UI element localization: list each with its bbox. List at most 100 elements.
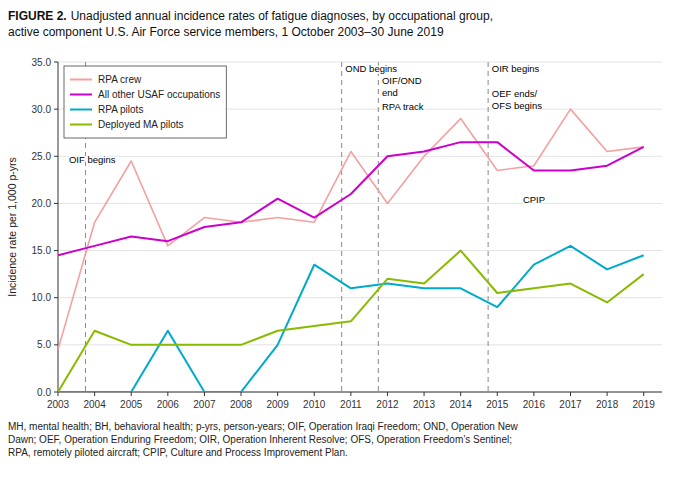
legend-swatch [70,79,92,81]
x-tick [277,392,278,396]
x-tick-label: 2012 [376,399,399,410]
grid-line [58,62,662,63]
annotation-line: end [382,87,398,98]
x-tick [94,392,95,396]
title: FIGURE 2. [8,9,67,23]
y-tick [54,392,58,393]
series-line [58,142,644,255]
y-tick [54,344,58,345]
annotation: OIF/ONDend [382,75,422,98]
x-tick-label: 2011 [340,399,362,410]
x-tick-label: 2016 [523,399,546,410]
y-tick-label: 10.0 [32,292,52,303]
x-tick-label: 2015 [486,399,509,410]
x-tick-label: 2005 [120,399,143,410]
event-line [341,62,342,392]
legend-swatch [70,109,92,111]
series-line [58,109,644,349]
y-tick-label: 35.0 [32,57,52,68]
annotation: OND begins [345,63,397,74]
x-tick-label: 2008 [230,399,253,410]
footnote-line: RPA, remotely piloted aircraft; CPIP, Cu… [8,447,348,458]
legend-swatch [70,124,92,126]
y-tick [54,156,58,157]
y-axis-label: Incidence rate per 1,000 p-yrs [6,157,18,297]
x-tick [241,392,242,396]
plot-area [58,62,644,392]
y-axis-line [58,62,59,392]
y-tick [54,62,58,63]
y-tick-label: 5.0 [37,339,51,350]
subtitle-line: Unadjusted annual incidence rates of fat… [71,9,493,23]
annotation: OIR begins [492,63,540,74]
grid-line [58,156,662,157]
y-tick-label: 25.0 [32,151,52,162]
x-tick-label: 2006 [157,399,180,410]
series-line [58,251,644,392]
series-line [58,246,644,392]
footnote-line: MH, mental health; BH, behavioral health… [8,421,518,432]
x-tick [460,392,461,396]
subtitle: Unadjusted annual incidence rates of fat… [8,9,493,39]
footnote: MH, mental health; BH, behavioral health… [8,421,518,458]
y-tick-label: 20.0 [32,198,52,209]
legend: RPA crew All other USAF occupations RPA pi… [64,66,226,138]
axes: 2003 2004 2005 2006 2007 2008 2009 2010 2011 2012… [6,57,662,411]
x-tick [131,392,132,396]
x-tick-label: 2009 [267,399,290,410]
y-tick [54,109,58,110]
grid-line [58,392,662,393]
x-tick-label: 2013 [413,399,436,410]
footnote-line: Dawn; OEF, Operation Enduring Freedom; O… [8,434,512,445]
x-tick [533,392,534,396]
subtitle-line: active component U.S. Air Force service … [8,25,444,39]
x-tick [570,392,571,396]
x-tick [350,392,351,396]
y-tick-label: 30.0 [32,104,52,115]
annotation-line: OFS begins [492,100,542,111]
x-tick-label: 2007 [193,399,216,410]
grid-line [58,297,662,298]
grid [58,62,662,392]
x-tick-label: 2014 [450,399,473,410]
legend-label: RPA crew [98,74,142,85]
annotation-line: CPIP [523,194,545,205]
annotation-line: OEF ends/ [492,88,538,99]
annotation: CPIP [523,194,545,205]
y-tick-label: 0.0 [37,387,51,398]
x-tick [424,392,425,396]
x-tick [387,392,388,396]
annotation-line: OND begins [345,63,397,74]
x-axis-line [58,392,662,393]
chart: FIGURE 2. Unadjusted annual incidence rat… [0,0,675,504]
event-line [488,62,489,392]
x-tick-label: 2017 [559,399,582,410]
x-tick-label: 2003 [47,399,70,410]
x-tick [167,392,168,396]
legend-label: Deployed MA pilots [98,119,184,130]
annotation-line: OIR begins [492,63,540,74]
annotation-line: OIF/OND [382,75,422,86]
legend-box [64,66,226,138]
y-tick [54,297,58,298]
x-tick-label: 2018 [596,399,619,410]
annotation: OEF ends/OFS begins [492,88,542,111]
y-tick-label: 15.0 [32,245,52,256]
event-line [378,62,379,392]
annotation-line: OIF begins [69,154,116,165]
annotations: OIF begins OND beginsOIF/ONDend RPA track O… [69,63,545,204]
legend-label: All other USAF occupations [98,89,220,100]
annotation-line: RPA track [382,101,424,112]
x-tick-label: 2010 [303,399,326,410]
x-tick [497,392,498,396]
y-tick [54,203,58,204]
x-tick [314,392,315,396]
x-tick-label: 2004 [83,399,106,410]
x-tick [58,392,59,396]
annotation: RPA track [382,101,424,112]
legend-label: RPA pilots [98,104,143,115]
legend-swatch [70,94,92,96]
y-tick [54,250,58,251]
annotation: OIF begins [69,154,116,165]
x-tick-label: 2019 [633,399,656,410]
